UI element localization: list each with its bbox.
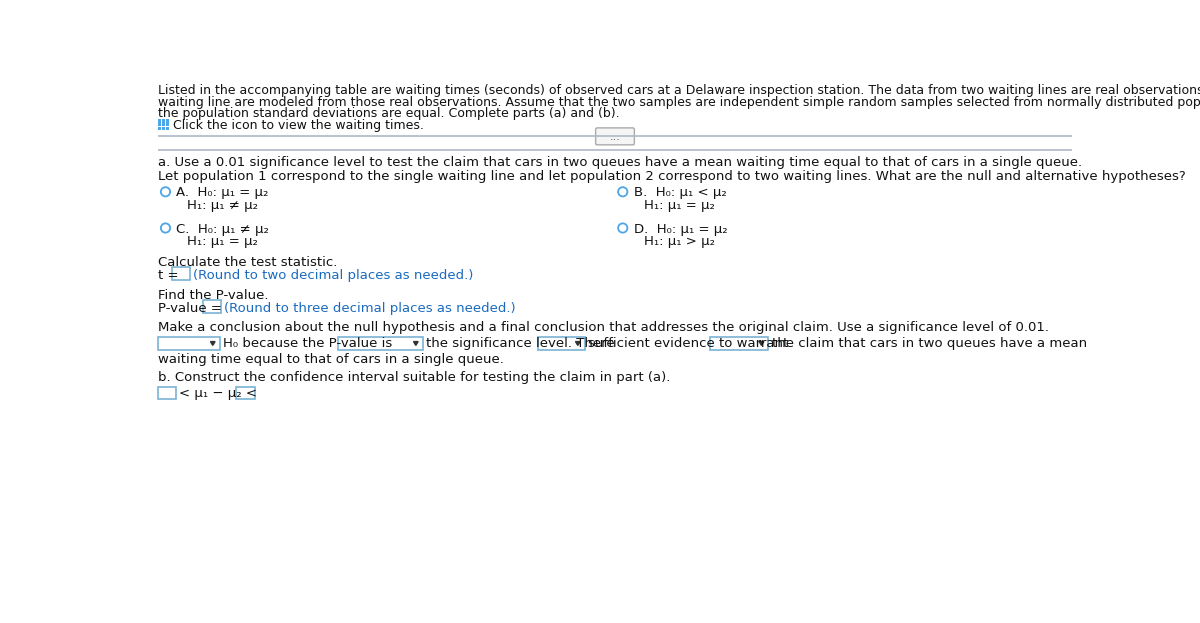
- Bar: [166, 120, 168, 123]
- Text: < μ₁ − μ₂ <: < μ₁ − μ₂ <: [179, 388, 257, 401]
- Polygon shape: [210, 341, 215, 345]
- Text: H₁: μ₁ ≠ μ₂: H₁: μ₁ ≠ μ₂: [187, 199, 258, 212]
- Bar: [203, 300, 221, 313]
- Text: C.  H₀: μ₁ ≠ μ₂: C. H₀: μ₁ ≠ μ₂: [176, 222, 269, 235]
- Text: P-value =: P-value =: [157, 302, 226, 315]
- Bar: [236, 387, 254, 399]
- Bar: [157, 120, 161, 123]
- Bar: [157, 123, 161, 126]
- Bar: [166, 127, 168, 130]
- Text: B.  H₀: μ₁ < μ₂: B. H₀: μ₁ < μ₂: [634, 186, 726, 199]
- Text: Make a conclusion about the null hypothesis and a final conclusion that addresse: Make a conclusion about the null hypothe…: [157, 321, 1049, 334]
- Text: ...: ...: [610, 131, 620, 142]
- Bar: [157, 127, 161, 130]
- Bar: [162, 120, 164, 123]
- Text: Find the P-value.: Find the P-value.: [157, 289, 269, 302]
- Text: (Round to three decimal places as needed.): (Round to three decimal places as needed…: [224, 302, 516, 315]
- Text: b. Construct the confidence interval suitable for testing the claim in part (a).: b. Construct the confidence interval sui…: [157, 371, 670, 384]
- Text: sufficient evidence to warrant: sufficient evidence to warrant: [588, 337, 788, 350]
- FancyBboxPatch shape: [595, 128, 635, 145]
- Text: A.  H₀: μ₁ = μ₂: A. H₀: μ₁ = μ₂: [176, 186, 269, 199]
- Text: Let population 1 correspond to the single waiting line and let population 2 corr: Let population 1 correspond to the singl…: [157, 170, 1186, 183]
- Bar: [166, 123, 168, 126]
- Text: t =: t =: [157, 269, 182, 282]
- Text: H₁: μ₁ = μ₂: H₁: μ₁ = μ₂: [187, 235, 258, 248]
- Bar: [710, 336, 768, 350]
- Text: Calculate the test statistic.: Calculate the test statistic.: [157, 255, 337, 269]
- Bar: [162, 123, 164, 126]
- Bar: [162, 127, 164, 130]
- Bar: [337, 336, 422, 350]
- Polygon shape: [576, 341, 580, 345]
- Text: Click the icon to view the waiting times.: Click the icon to view the waiting times…: [173, 120, 424, 133]
- Text: Listed in the accompanying table are waiting times (seconds) of observed cars at: Listed in the accompanying table are wai…: [157, 84, 1200, 97]
- Text: H₀ because the P-value is: H₀ because the P-value is: [223, 337, 392, 350]
- Text: H₁: μ₁ = μ₂: H₁: μ₁ = μ₂: [644, 199, 715, 212]
- Text: a. Use a 0.01 significance level to test the claim that cars in two queues have : a. Use a 0.01 significance level to test…: [157, 156, 1082, 169]
- Text: the significance level. There: the significance level. There: [426, 337, 614, 350]
- Bar: [157, 336, 220, 350]
- Text: waiting line are modeled from those real observations. Assume that the two sampl: waiting line are modeled from those real…: [157, 95, 1200, 108]
- Polygon shape: [414, 341, 418, 345]
- Bar: [157, 387, 176, 399]
- Text: H₁: μ₁ > μ₂: H₁: μ₁ > μ₂: [644, 235, 715, 248]
- Text: (Round to two decimal places as needed.): (Round to two decimal places as needed.): [193, 269, 474, 282]
- Text: waiting time equal to that of cars in a single queue.: waiting time equal to that of cars in a …: [157, 353, 504, 366]
- Text: the population standard deviations are equal. Complete parts (a) and (b).: the population standard deviations are e…: [157, 107, 619, 120]
- Bar: [172, 267, 191, 280]
- Bar: [539, 336, 584, 350]
- Text: the claim that cars in two queues have a mean: the claim that cars in two queues have a…: [772, 337, 1087, 350]
- Text: D.  H₀: μ₁ = μ₂: D. H₀: μ₁ = μ₂: [634, 222, 727, 235]
- Polygon shape: [760, 341, 764, 345]
